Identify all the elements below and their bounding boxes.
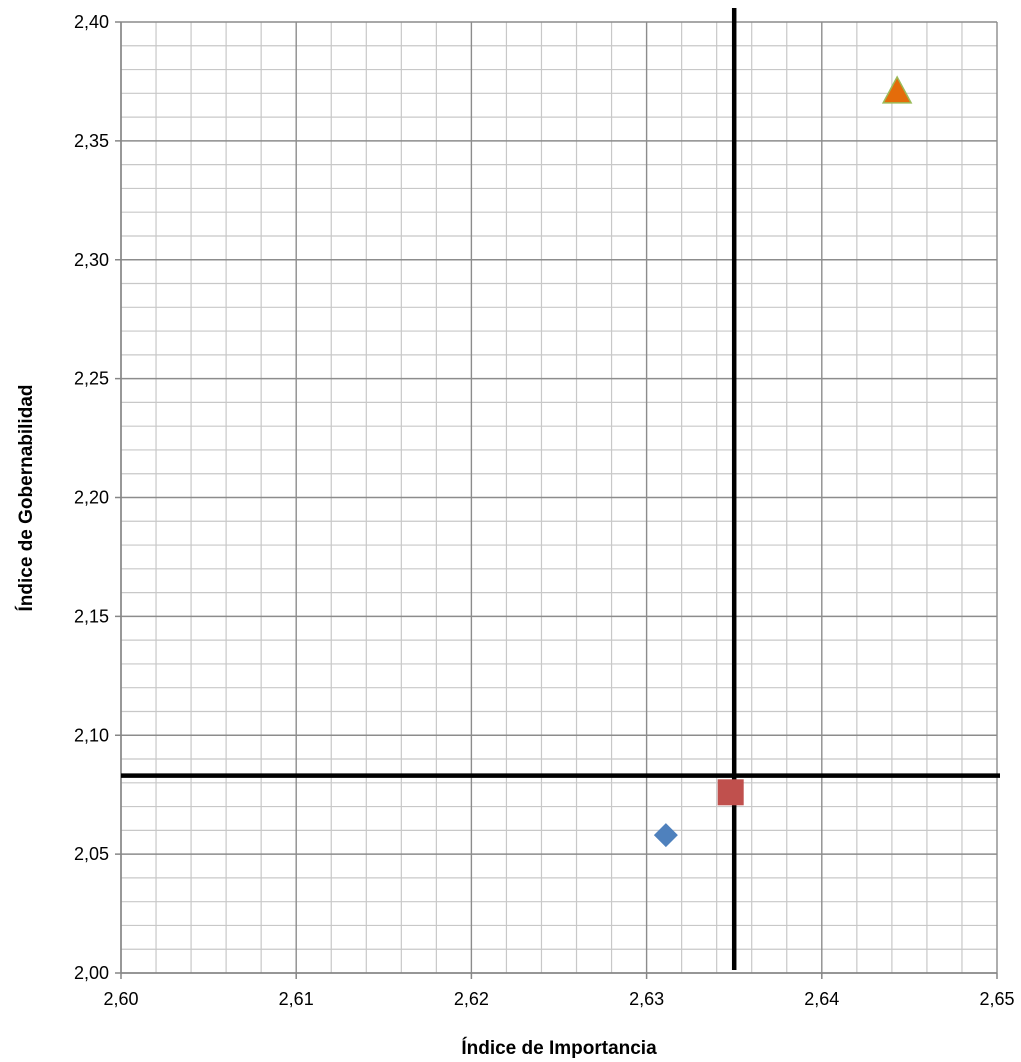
y-tick-label: 2,10: [74, 725, 109, 745]
y-tick-label: 2,25: [74, 369, 109, 389]
y-tick-label: 2,20: [74, 488, 109, 508]
y-tick-labels: 2,00 2,05 2,10 2,15 2,20 2,25 2,30 2,35 2,40: [74, 12, 109, 983]
axes: [115, 21, 998, 979]
y-tick-label: 2,30: [74, 250, 109, 270]
y-tick-label: 2,05: [74, 844, 109, 864]
data-point-square: [717, 779, 744, 806]
x-axis-title: Índice de Importancia: [461, 1037, 657, 1059]
x-tick-label: 2,64: [804, 989, 839, 1009]
x-tick-label: 2,65: [979, 989, 1014, 1009]
y-axis-title: Índice de Gobernabilidad: [15, 385, 37, 612]
reference-lines: [121, 8, 1000, 970]
data-points: [653, 75, 913, 848]
y-tick-label: 2,40: [74, 12, 109, 32]
y-tick-label: 2,15: [74, 606, 109, 626]
x-tick-label: 2,63: [629, 989, 664, 1009]
x-tick-labels: 2,60 2,61 2,62 2,63 2,64 2,65: [103, 989, 1014, 1009]
data-point-triangle: [881, 75, 913, 104]
x-tick-label: 2,62: [454, 989, 489, 1009]
y-tick-label: 2,35: [74, 131, 109, 151]
data-point-diamond: [653, 823, 678, 848]
x-tick-label: 2,60: [103, 989, 138, 1009]
x-tick-label: 2,61: [279, 989, 314, 1009]
y-tick-label: 2,00: [74, 963, 109, 983]
